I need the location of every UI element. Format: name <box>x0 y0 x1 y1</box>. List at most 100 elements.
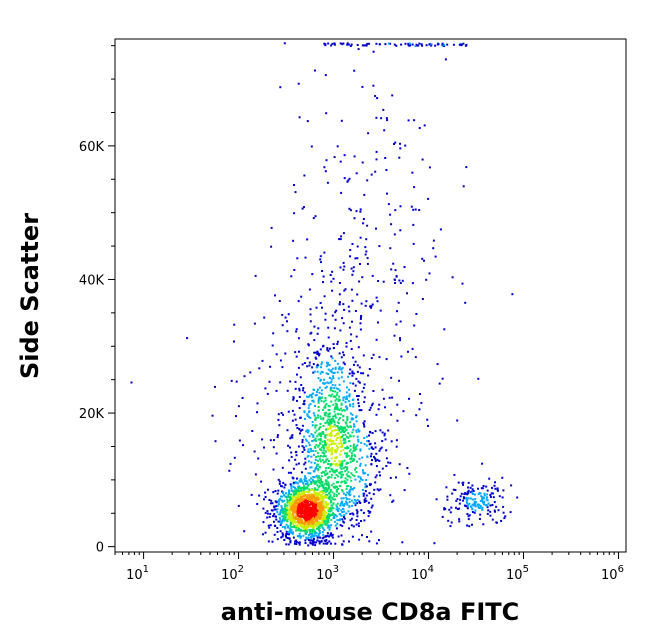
event-point <box>324 318 327 321</box>
event-point <box>285 513 288 516</box>
event-point <box>350 517 353 520</box>
event-point <box>335 449 338 452</box>
event-point <box>327 326 330 329</box>
event-point <box>284 515 287 518</box>
event-point <box>295 355 298 358</box>
event-point <box>300 489 303 492</box>
event-point <box>291 512 294 515</box>
event-point <box>467 497 470 500</box>
event-point <box>327 497 330 500</box>
event-point <box>290 485 293 487</box>
event-point <box>320 508 323 511</box>
event-point <box>381 388 384 391</box>
event-point <box>312 434 315 437</box>
event-point <box>311 534 314 537</box>
event-point <box>310 455 313 458</box>
event-point <box>333 415 336 418</box>
event-point <box>281 495 284 498</box>
event-point <box>339 329 342 332</box>
event-point <box>324 455 327 458</box>
event-point <box>293 269 296 271</box>
event-point <box>314 356 317 359</box>
event-point <box>482 523 485 526</box>
event-point <box>318 409 321 412</box>
event-point <box>314 426 317 429</box>
event-point <box>285 530 288 533</box>
event-point <box>345 456 348 458</box>
event-point <box>316 414 319 417</box>
event-point <box>393 334 396 337</box>
event-point <box>320 417 323 420</box>
event-point <box>312 507 315 510</box>
event-point <box>302 482 305 485</box>
event-point <box>286 330 289 333</box>
event-point <box>299 519 302 521</box>
event-point <box>358 480 361 483</box>
event-point <box>321 444 324 447</box>
event-point <box>335 398 338 401</box>
event-point <box>404 42 407 45</box>
event-point <box>335 493 338 496</box>
event-point <box>355 523 358 526</box>
event-point <box>290 487 293 490</box>
event-point <box>309 513 312 516</box>
event-point <box>310 539 313 542</box>
event-point <box>345 408 348 411</box>
event-point <box>297 514 300 517</box>
event-point <box>313 497 316 500</box>
event-point <box>348 372 351 375</box>
event-point <box>330 418 333 421</box>
event-point <box>281 313 284 316</box>
event-point <box>363 396 366 399</box>
event-point <box>320 498 323 501</box>
event-point <box>321 531 324 534</box>
event-point <box>404 144 407 147</box>
event-point <box>332 375 334 378</box>
event-point <box>414 45 417 47</box>
event-point <box>334 406 337 409</box>
event-point <box>294 521 297 524</box>
event-point <box>310 494 313 497</box>
event-point <box>275 353 278 356</box>
event-point <box>322 521 325 523</box>
event-point <box>282 509 285 512</box>
event-point <box>349 519 352 522</box>
event-point <box>292 523 295 526</box>
event-point <box>297 300 300 303</box>
event-point <box>258 367 261 370</box>
event-point <box>300 520 303 523</box>
event-point <box>333 386 336 389</box>
event-point <box>369 510 372 513</box>
event-point <box>296 494 299 497</box>
event-point <box>329 421 332 424</box>
event-point <box>298 350 300 353</box>
event-point <box>362 511 365 514</box>
event-point <box>314 482 316 485</box>
event-point <box>324 469 327 472</box>
event-point <box>310 499 313 502</box>
event-point <box>348 489 351 492</box>
event-point <box>393 143 395 145</box>
event-point <box>354 447 357 450</box>
event-point <box>375 465 378 468</box>
event-point <box>343 289 346 292</box>
event-point <box>316 452 319 455</box>
event-point <box>332 277 335 280</box>
event-point <box>438 382 441 385</box>
event-point <box>324 170 327 173</box>
event-point <box>364 246 367 249</box>
event-point <box>307 506 310 509</box>
event-point <box>331 496 334 499</box>
event-point <box>288 533 290 536</box>
event-point <box>326 446 329 449</box>
event-point <box>423 259 425 262</box>
event-point <box>357 48 360 51</box>
event-point <box>315 503 317 506</box>
event-point <box>352 450 355 452</box>
event-point <box>477 503 479 506</box>
event-point <box>487 502 490 505</box>
event-point <box>306 395 308 398</box>
event-point <box>315 531 318 534</box>
event-point <box>298 543 301 546</box>
event-point <box>318 391 321 394</box>
